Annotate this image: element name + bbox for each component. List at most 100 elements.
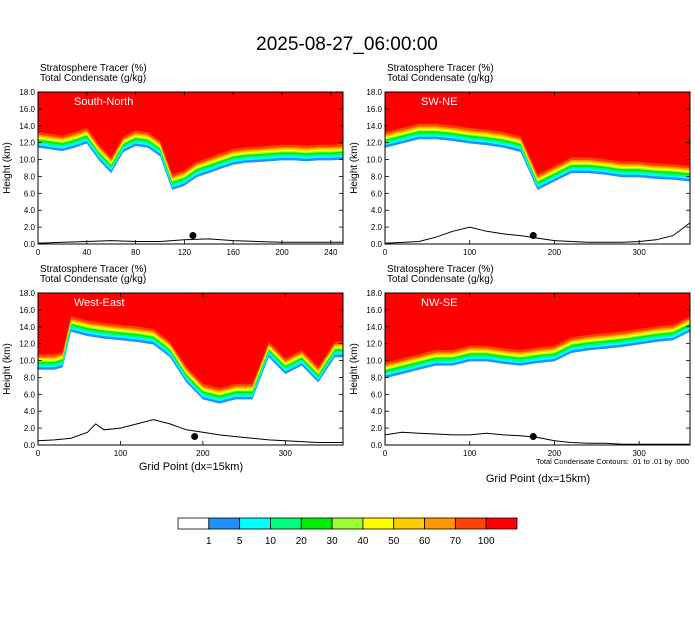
x-tick-label: 300 xyxy=(279,449,293,458)
panel-header-condensate: Total Condensate (g/kg) xyxy=(40,274,146,285)
plot-frame xyxy=(384,292,691,446)
y-tick-label: 8.0 xyxy=(371,172,383,181)
x-tick-label: 100 xyxy=(463,248,477,257)
x-tick-label: 100 xyxy=(463,449,477,458)
plot-area xyxy=(38,92,343,244)
y-tick-label: 8.0 xyxy=(371,373,383,382)
y-tick-label: 12.0 xyxy=(366,340,382,349)
panel-header-tracer: Stratosphere Tracer (%) xyxy=(40,63,147,74)
y-axis-label: Height (km) xyxy=(349,142,360,194)
x-tick-label: 160 xyxy=(227,248,241,257)
x-tick-label: 200 xyxy=(196,449,210,458)
colorbar-swatch xyxy=(454,517,487,530)
colorbar-swatch xyxy=(424,517,456,530)
y-tick-label: 6.0 xyxy=(24,390,36,399)
y-tick-label: 16.0 xyxy=(366,105,382,114)
colorbar-swatch xyxy=(177,517,210,530)
colorbar-swatch xyxy=(208,517,241,530)
y-tick-label: 12.0 xyxy=(366,139,382,148)
terrain-line xyxy=(38,238,343,244)
y-tick-label: 12.0 xyxy=(19,139,35,148)
y-tick-label: 4.0 xyxy=(371,206,383,215)
colorbar-label: 10 xyxy=(265,536,277,547)
x-axis-label-right: Grid Point (dx=15km) xyxy=(486,473,590,485)
y-tick-label: 6.0 xyxy=(371,189,383,198)
colorbar-label: 40 xyxy=(357,536,369,547)
y-tick-label: 0.0 xyxy=(24,240,36,249)
panel-south-north: Stratosphere Tracer (%)Total Condensate … xyxy=(2,63,344,257)
panel-label: SW-NE xyxy=(421,96,457,108)
y-tick-label: 4.0 xyxy=(24,407,36,416)
contour-note: Total Condensate Contours: .01 to .01 by… xyxy=(536,457,689,466)
y-tick-label: 18.0 xyxy=(366,88,382,97)
y-tick-label: 18.0 xyxy=(366,289,382,298)
y-tick-label: 14.0 xyxy=(19,323,35,332)
terrain-line xyxy=(38,419,343,443)
y-axis-label: Height (km) xyxy=(2,343,13,395)
x-tick-label: 300 xyxy=(632,248,646,257)
panel-header-tracer: Stratosphere Tracer (%) xyxy=(387,63,494,74)
x-tick-label: 240 xyxy=(324,248,338,257)
x-tick-label: 120 xyxy=(178,248,192,257)
panel-label: NW-SE xyxy=(421,297,457,309)
y-tick-label: 6.0 xyxy=(24,189,36,198)
colorbar-swatch xyxy=(393,517,425,530)
y-tick-label: 14.0 xyxy=(366,122,382,131)
location-marker xyxy=(529,433,537,441)
x-tick-label: 80 xyxy=(131,248,140,257)
y-tick-label: 2.0 xyxy=(371,223,383,232)
colorbar-swatch xyxy=(331,517,364,530)
y-tick-label: 10.0 xyxy=(19,156,35,165)
y-tick-label: 10.0 xyxy=(366,357,382,366)
plot-frame xyxy=(37,292,344,446)
y-tick-label: 4.0 xyxy=(371,407,383,416)
terrain-line xyxy=(385,222,690,244)
x-axis-label-left: Grid Point (dx=15km) xyxy=(139,461,243,473)
colorbar-label: 100 xyxy=(478,536,495,547)
panel-west-east: Stratosphere Tracer (%)Total Condensate … xyxy=(2,264,344,458)
y-tick-label: 12.0 xyxy=(19,340,35,349)
colorbar-swatch xyxy=(362,517,395,530)
tracer-band-9 xyxy=(385,293,690,363)
panel-header-condensate: Total Condensate (g/kg) xyxy=(40,73,146,84)
x-tick-label: 200 xyxy=(548,248,562,257)
y-tick-label: 18.0 xyxy=(19,289,35,298)
y-tick-label: 2.0 xyxy=(24,223,36,232)
panel-header-tracer: Stratosphere Tracer (%) xyxy=(40,264,147,275)
y-tick-label: 0.0 xyxy=(371,441,383,450)
y-tick-label: 14.0 xyxy=(366,323,382,332)
plot-frame xyxy=(384,91,691,245)
y-tick-label: 8.0 xyxy=(24,172,36,181)
panel-header-tracer: Stratosphere Tracer (%) xyxy=(387,264,494,275)
x-tick-label: 0 xyxy=(383,449,388,458)
x-tick-label: 40 xyxy=(82,248,91,257)
panel-label: South-North xyxy=(74,96,133,108)
plot-frame xyxy=(37,91,344,245)
plot-area xyxy=(385,92,690,244)
x-tick-label: 300 xyxy=(632,449,646,458)
location-marker xyxy=(191,433,199,441)
tracer-band-9 xyxy=(385,92,690,175)
y-tick-label: 2.0 xyxy=(371,424,383,433)
y-tick-label: 2.0 xyxy=(24,424,36,433)
y-tick-label: 16.0 xyxy=(19,105,35,114)
y-tick-label: 6.0 xyxy=(371,390,383,399)
colorbar-swatch xyxy=(485,517,518,530)
tracer-band-9 xyxy=(38,293,343,388)
colorbar-swatch xyxy=(239,517,271,530)
plot-area xyxy=(385,293,690,445)
x-tick-label: 0 xyxy=(36,449,41,458)
y-tick-label: 0.0 xyxy=(371,240,383,249)
x-tick-label: 0 xyxy=(36,248,41,257)
x-tick-label: 100 xyxy=(114,449,128,458)
y-tick-label: 10.0 xyxy=(366,156,382,165)
y-axis-label: Height (km) xyxy=(2,142,13,194)
figure-title: 2025-08-27_06:00:00 xyxy=(256,34,438,55)
y-tick-label: 16.0 xyxy=(19,306,35,315)
location-marker xyxy=(529,232,537,240)
x-tick-label: 200 xyxy=(548,449,562,458)
colorbar-swatch xyxy=(270,517,302,530)
y-tick-label: 0.0 xyxy=(24,441,36,450)
colorbar-swatch xyxy=(300,517,333,530)
